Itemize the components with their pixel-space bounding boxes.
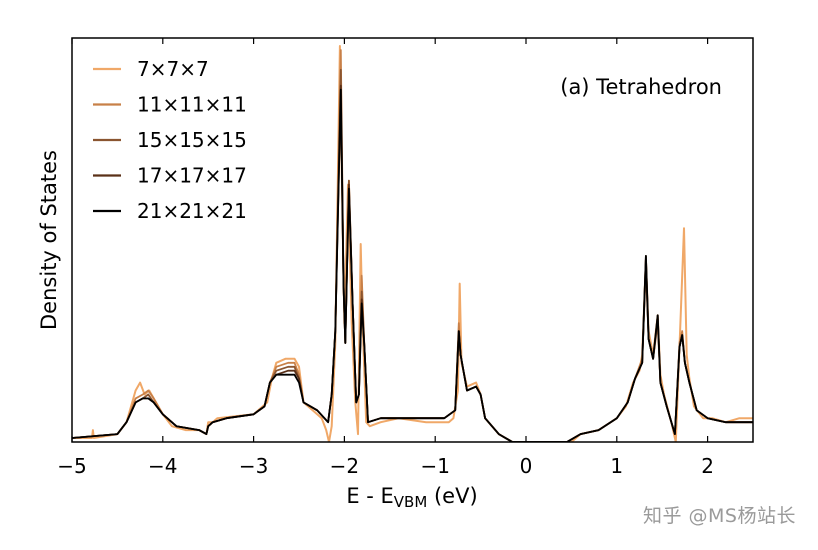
legend-label: 21×21×21 — [137, 199, 247, 223]
legend-label: 7×7×7 — [137, 57, 209, 81]
x-tick-label: −2 — [330, 454, 359, 478]
x-tick-label: 0 — [520, 454, 533, 478]
x-axis-label-main: E - E — [346, 484, 393, 508]
x-axis-label: E - EVBM (eV) — [346, 484, 477, 511]
legend-label: 15×15×15 — [137, 128, 247, 152]
x-tick-label: −1 — [420, 454, 449, 478]
legend: 7×7×7 11×11×11 15×15×15 17×17×17 21×21×21 — [93, 57, 247, 223]
y-axis-label: Density of States — [37, 150, 61, 330]
watermark-text: 知乎 @MS杨站长 — [643, 505, 796, 527]
x-axis-label-subscript: VBM — [394, 493, 428, 511]
x-tick-label: −3 — [239, 454, 268, 478]
x-tick-label: 1 — [610, 454, 623, 478]
x-tick-label: −4 — [148, 454, 177, 478]
series-layer — [72, 45, 753, 442]
x-tick-label: −5 — [57, 454, 86, 478]
series-line-5 — [72, 88, 753, 442]
x-axis-ticks: −5 −4 −3 −2 −1 0 1 2 — [57, 38, 714, 478]
plot-frame — [71, 37, 754, 443]
legend-label: 11×11×11 — [137, 93, 247, 117]
annotation-label: (a) Tetrahedron — [560, 75, 722, 99]
x-axis-label-unit: (eV) — [427, 484, 477, 508]
plot-background — [72, 38, 753, 442]
x-tick-label: 2 — [701, 454, 714, 478]
legend-label: 17×17×17 — [137, 164, 247, 188]
